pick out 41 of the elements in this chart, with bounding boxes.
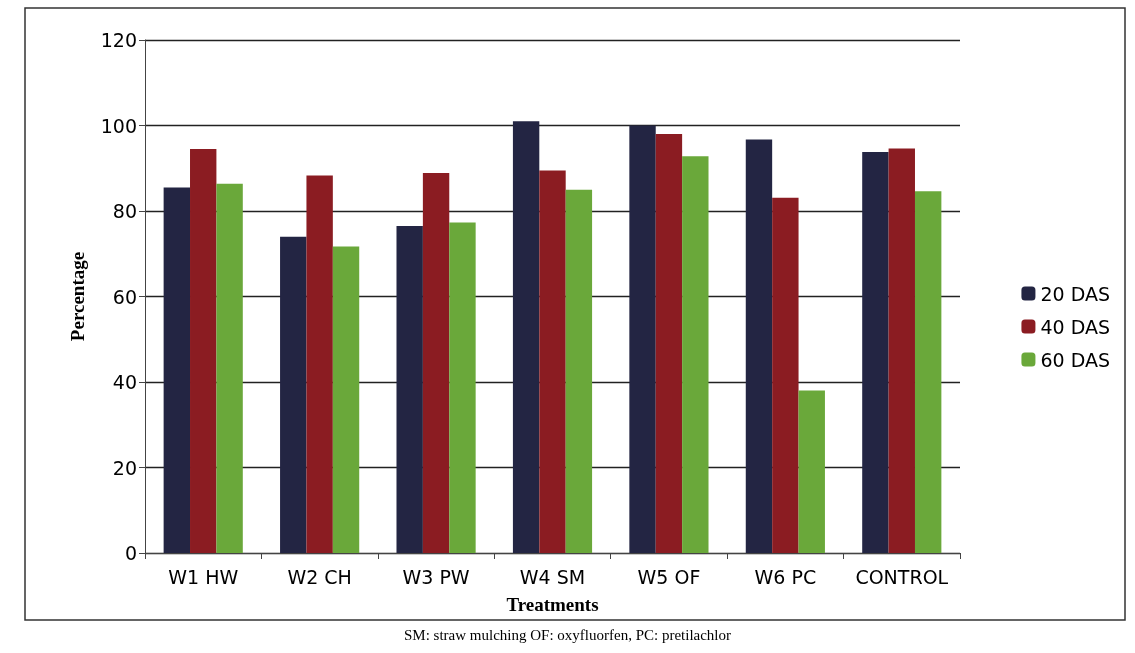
- bar: [682, 156, 709, 553]
- y-axis-title: Percentage: [67, 251, 88, 342]
- bar: [655, 134, 683, 553]
- x-tick-label: W5 OF: [637, 565, 701, 588]
- bar: [629, 125, 656, 553]
- x-axis-title: Treatments: [506, 594, 599, 615]
- bar: [216, 183, 243, 553]
- bar: [396, 225, 423, 553]
- y-tick-label: 120: [100, 29, 137, 51]
- x-tick-label: W1 HW: [168, 565, 239, 588]
- x-tick-label: W2 CH: [287, 565, 352, 588]
- y-tick-label: 20: [112, 456, 137, 479]
- bar: [332, 246, 360, 553]
- bar: [888, 148, 915, 553]
- bar: [565, 189, 593, 553]
- bar: [190, 149, 217, 553]
- y-tick-label: 60: [112, 285, 137, 308]
- bar: [914, 191, 942, 553]
- legend-label: 40 DAS: [1040, 315, 1111, 338]
- bar: [539, 170, 566, 553]
- bar: [512, 121, 540, 553]
- x-tick-label: CONTROL: [855, 565, 949, 588]
- text: SM: straw mulching OF: oxyfluorfen, PC: pretilachlor: [403, 626, 732, 643]
- bar: [772, 197, 799, 553]
- bar: [422, 172, 450, 553]
- y-tick-label: 80: [112, 200, 137, 222]
- y-tick-label: 0: [124, 542, 137, 564]
- x-tick-label: W4 SM: [519, 565, 586, 588]
- bar: [862, 152, 889, 553]
- y-tick-label: 100: [100, 114, 137, 137]
- y-tick-label: 40: [112, 371, 137, 393]
- bar: [449, 222, 476, 553]
- bar: [745, 139, 773, 553]
- bar: [798, 390, 825, 553]
- bar: [306, 175, 333, 553]
- legend-label: 60 DAS: [1040, 348, 1111, 371]
- x-tick-label: W3 PW: [402, 565, 470, 588]
- legend-label: 20 DAS: [1040, 282, 1111, 305]
- bar: [163, 187, 191, 553]
- x-tick-label: W6 PC: [754, 565, 817, 588]
- bar: [280, 236, 307, 553]
